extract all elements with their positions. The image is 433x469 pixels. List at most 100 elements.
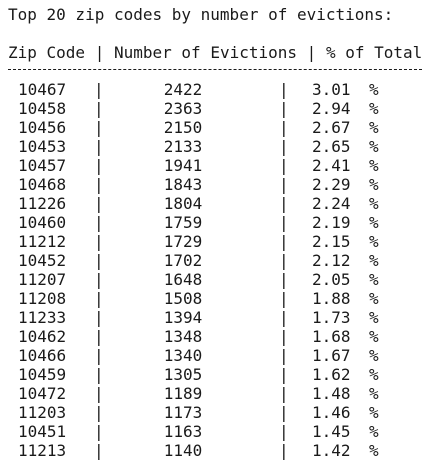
percent-cell: 1.48	[312, 384, 351, 403]
percent-sign: %	[369, 422, 379, 441]
column-separator: |	[94, 308, 104, 327]
column-separator: |	[94, 403, 104, 422]
evictions-cell: 1163	[163, 422, 203, 441]
percent-cell: 2.67	[312, 118, 351, 137]
percent-sign: %	[369, 156, 379, 175]
column-separator: |	[94, 118, 104, 137]
column-separator: |	[279, 289, 289, 308]
column-separator: |	[279, 232, 289, 251]
table-row: 10452 | 1702 | 2.12%	[0, 251, 433, 270]
column-separator: |	[279, 213, 289, 232]
percent-cell: 1.88	[312, 289, 351, 308]
percent-sign: %	[369, 346, 379, 365]
table-row: 11212 | 1729 | 2.15%	[0, 232, 433, 251]
zip-cell: 10466	[18, 346, 67, 365]
percent-cell: 2.24	[312, 194, 351, 213]
zip-cell: 10458	[18, 99, 67, 118]
column-separator: |	[279, 99, 289, 118]
table-row: 10458 | 2363 | 2.94%	[0, 99, 433, 118]
percent-sign: %	[369, 251, 379, 270]
table-row: 10467 | 2422 | 3.01%	[0, 80, 433, 99]
column-separator: |	[279, 80, 289, 99]
percent-cell: 2.19	[312, 213, 351, 232]
percent-sign: %	[369, 175, 379, 194]
zip-cell: 11203	[18, 403, 67, 422]
zip-cell: 10468	[18, 175, 67, 194]
evictions-cell: 2363	[163, 99, 203, 118]
header-evictions: Number of Evictions	[113, 43, 298, 62]
percent-sign: %	[369, 99, 379, 118]
evictions-cell: 1394	[163, 308, 203, 327]
column-separator: |	[279, 384, 289, 403]
zip-cell: 10456	[18, 118, 67, 137]
column-separator: |	[279, 441, 289, 460]
percent-cell: 2.05	[312, 270, 351, 289]
column-separator: |	[94, 232, 104, 251]
percent-sign: %	[369, 327, 379, 346]
column-separator: |	[94, 194, 104, 213]
column-separator: |	[279, 422, 289, 441]
zip-cell: 10467	[18, 80, 67, 99]
column-separator: |	[279, 270, 289, 289]
header-percent: % of Total	[325, 43, 423, 62]
column-separator: |	[94, 327, 104, 346]
column-separator: |	[94, 213, 104, 232]
evictions-cell: 1508	[163, 289, 203, 308]
zip-cell: 11207	[18, 270, 67, 289]
zip-cell: 10453	[18, 137, 67, 156]
percent-cell: 2.12	[312, 251, 351, 270]
percent-sign: %	[369, 289, 379, 308]
percent-cell: 1.42	[312, 441, 351, 460]
column-separator: |	[94, 270, 104, 289]
column-separator: |	[279, 118, 289, 137]
zip-cell: 10472	[18, 384, 67, 403]
evictions-cell: 1340	[163, 346, 203, 365]
zip-cell: 11208	[18, 289, 67, 308]
percent-sign: %	[369, 403, 379, 422]
column-separator: |	[94, 365, 104, 384]
column-separator: |	[94, 441, 104, 460]
column-separator: |	[94, 137, 104, 156]
table-row: 10472 | 1189 | 1.48%	[0, 384, 433, 403]
column-separator: |	[94, 346, 104, 365]
header-zip: Zip Code	[8, 43, 86, 62]
evictions-cell: 1348	[163, 327, 203, 346]
zip-cell: 10459	[18, 365, 67, 384]
percent-sign: %	[369, 270, 379, 289]
percent-cell: 1.45	[312, 422, 351, 441]
percent-cell: 3.01	[312, 80, 351, 99]
table-row: 10456 | 2150 | 2.67%	[0, 118, 433, 137]
evictions-cell: 1648	[163, 270, 203, 289]
percent-sign: %	[369, 441, 379, 460]
percent-cell: 2.15	[312, 232, 351, 251]
zip-cell: 10462	[18, 327, 67, 346]
percent-sign: %	[369, 384, 379, 403]
percent-sign: %	[369, 213, 379, 232]
table-row: 11208 | 1508 | 1.88%	[0, 289, 433, 308]
zip-cell: 10460	[18, 213, 67, 232]
evictions-cell: 2422	[163, 80, 203, 99]
column-separator: |	[279, 365, 289, 384]
column-separator: |	[279, 403, 289, 422]
column-separator: |	[279, 308, 289, 327]
column-separator: |	[279, 194, 289, 213]
header-separator: |	[94, 43, 105, 62]
table-row: 11226 | 1804 | 2.24%	[0, 194, 433, 213]
percent-cell: 2.41	[312, 156, 351, 175]
evictions-cell: 1843	[163, 175, 203, 194]
table-row: 10460 | 1759 | 2.19%	[0, 213, 433, 232]
percent-cell: 2.94	[312, 99, 351, 118]
percent-cell: 1.73	[312, 308, 351, 327]
column-separator: |	[94, 99, 104, 118]
percent-sign: %	[369, 137, 379, 156]
percent-cell: 2.29	[312, 175, 351, 194]
table-row: 10459 | 1305 | 1.62%	[0, 365, 433, 384]
column-separator: |	[94, 175, 104, 194]
percent-sign: %	[369, 308, 379, 327]
table-row: 10457 | 1941 | 2.41%	[0, 156, 433, 175]
header-separator: |	[306, 43, 317, 62]
column-separator: |	[94, 289, 104, 308]
percent-cell: 1.46	[312, 403, 351, 422]
column-separator: |	[279, 327, 289, 346]
column-separator: |	[94, 156, 104, 175]
